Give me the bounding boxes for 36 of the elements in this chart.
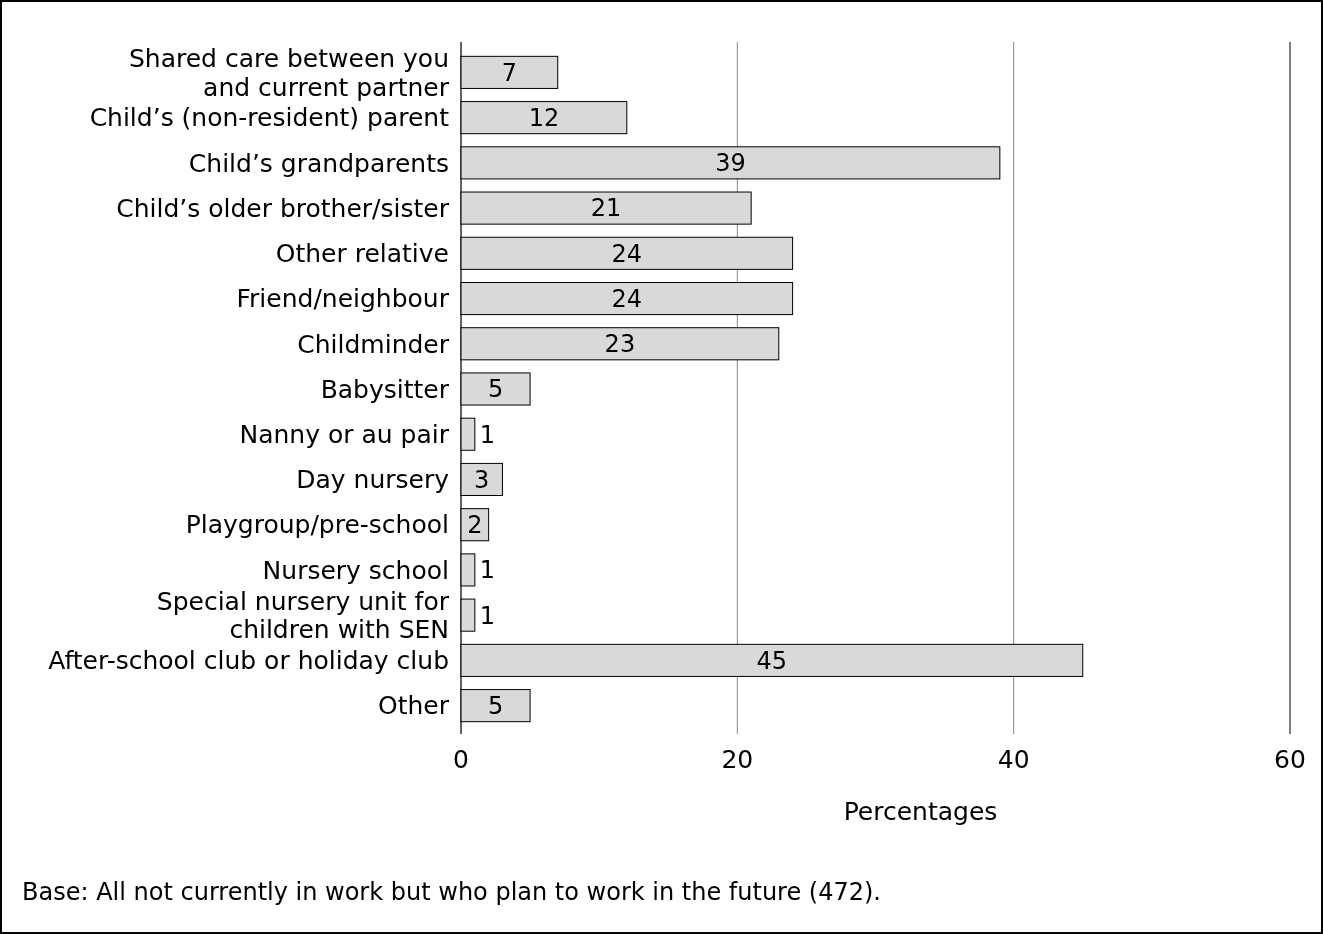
y-tick-label: Other relative bbox=[275, 239, 449, 269]
y-tick-label: Babysitter bbox=[320, 374, 450, 404]
data-label: 5 bbox=[487, 692, 504, 721]
y-tick-label: Child’s grandparents bbox=[188, 148, 449, 178]
y-tick-label: Playgroup/pre-school bbox=[185, 510, 449, 540]
data-label: 45 bbox=[756, 646, 788, 675]
data-label: 21 bbox=[590, 194, 622, 223]
y-tick-label: Day nursery bbox=[296, 465, 450, 495]
x-axis-title: Percentages bbox=[843, 797, 998, 826]
y-tick-label: Childminder bbox=[297, 329, 450, 359]
data-label: 23 bbox=[604, 330, 636, 359]
data-label: 39 bbox=[715, 149, 746, 178]
data-label: 24 bbox=[611, 239, 643, 268]
data-label: 5 bbox=[487, 375, 504, 404]
data-label: 1 bbox=[479, 556, 496, 585]
x-tick-label: 0 bbox=[453, 745, 469, 774]
y-tick-label: Nanny or au pair bbox=[239, 419, 450, 449]
y-tick-label: Child’s (non-resident) parent bbox=[89, 103, 450, 133]
y-tick-label: Child’s older brother/sister bbox=[116, 193, 450, 223]
y-tick-label: Shared care between you and current partner bbox=[128, 43, 450, 102]
y-tick-label: Nursery school bbox=[262, 555, 449, 585]
x-tick-label: 40 bbox=[997, 745, 1030, 774]
data-label: 2 bbox=[467, 511, 483, 540]
data-label: 12 bbox=[528, 104, 560, 133]
data-label: 1 bbox=[479, 420, 496, 449]
y-tick-label: Special nursery unit for children with SEN bbox=[156, 586, 450, 645]
data-label: 7 bbox=[501, 58, 517, 87]
y-tick-label: After-school club or holiday club bbox=[48, 646, 449, 676]
y-tick-label: Other bbox=[378, 691, 450, 721]
x-tick-label: 20 bbox=[721, 745, 754, 774]
x-tick-label: 60 bbox=[1274, 745, 1306, 774]
text: Base: All not currently in work but who plan to work in the future (472). bbox=[22, 878, 881, 906]
y-tick-label: Friend/neighbour bbox=[236, 284, 450, 314]
data-label: 1 bbox=[479, 601, 496, 630]
data-label: 3 bbox=[474, 465, 490, 494]
data-label: 24 bbox=[611, 284, 643, 313]
